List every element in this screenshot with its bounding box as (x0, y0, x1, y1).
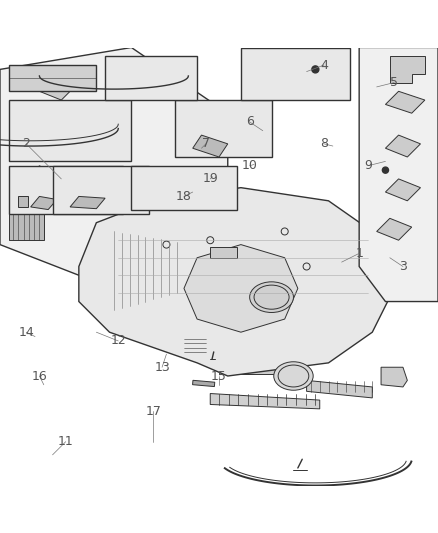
Text: 3: 3 (399, 260, 407, 273)
Polygon shape (193, 135, 228, 157)
Circle shape (382, 167, 389, 173)
Polygon shape (175, 100, 272, 157)
Polygon shape (210, 393, 320, 409)
Polygon shape (53, 166, 149, 214)
Bar (35, 155, 46, 160)
Text: 10: 10 (242, 159, 258, 172)
Text: 7: 7 (202, 138, 210, 150)
Polygon shape (9, 65, 96, 91)
Text: 19: 19 (202, 172, 218, 185)
Text: 6: 6 (246, 116, 254, 128)
Text: 1: 1 (355, 247, 363, 260)
Text: 11: 11 (58, 435, 74, 448)
Bar (18, 196, 28, 207)
Bar (193, 381, 215, 386)
Polygon shape (9, 214, 44, 240)
Ellipse shape (250, 282, 293, 312)
Text: 5: 5 (390, 76, 398, 89)
Text: 15: 15 (211, 369, 227, 383)
Polygon shape (184, 245, 298, 332)
Text: 13: 13 (154, 361, 170, 374)
Polygon shape (385, 179, 420, 201)
Polygon shape (9, 166, 123, 214)
Polygon shape (381, 367, 407, 387)
Text: 8: 8 (320, 138, 328, 150)
Polygon shape (9, 100, 131, 161)
Polygon shape (184, 334, 206, 354)
Text: 2: 2 (22, 138, 30, 150)
Ellipse shape (274, 362, 313, 390)
Text: 18: 18 (176, 190, 192, 203)
Text: 16: 16 (32, 369, 47, 383)
Polygon shape (390, 56, 425, 83)
Text: 17: 17 (145, 405, 161, 417)
Polygon shape (241, 47, 350, 100)
Polygon shape (105, 56, 197, 100)
Text: 14: 14 (18, 326, 34, 338)
Polygon shape (79, 188, 394, 376)
Polygon shape (70, 197, 105, 209)
Polygon shape (31, 197, 57, 209)
Text: 12: 12 (110, 335, 126, 348)
Polygon shape (377, 219, 412, 240)
Circle shape (112, 124, 116, 128)
Polygon shape (131, 166, 237, 209)
Polygon shape (359, 47, 438, 302)
Polygon shape (39, 179, 70, 201)
Bar (210, 247, 237, 258)
Polygon shape (39, 78, 74, 100)
Text: 4: 4 (320, 59, 328, 71)
Polygon shape (0, 47, 228, 275)
Polygon shape (307, 381, 372, 398)
Polygon shape (385, 91, 425, 113)
Bar (219, 368, 280, 374)
Text: 9: 9 (364, 159, 372, 172)
Circle shape (312, 66, 319, 73)
Polygon shape (385, 135, 420, 157)
Polygon shape (26, 166, 57, 188)
